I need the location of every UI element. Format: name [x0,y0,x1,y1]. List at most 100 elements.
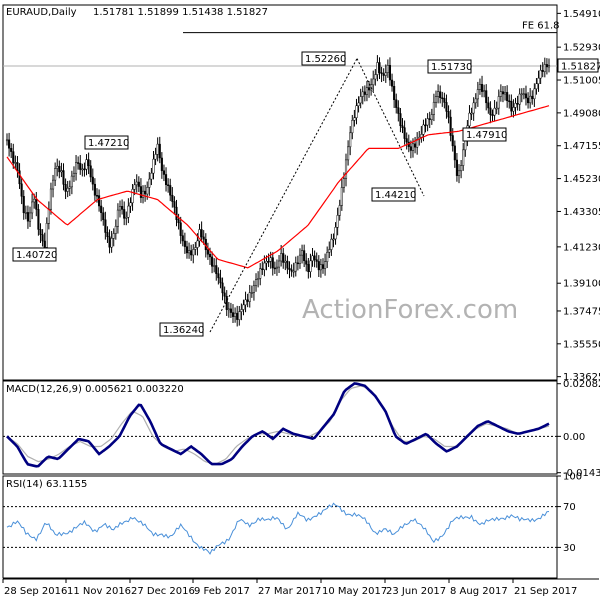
candle-body [254,279,258,287]
candle-body [439,91,442,98]
candle-body [340,187,343,206]
candle-body [391,79,394,87]
candle-body [70,175,73,188]
annotation-label: 1.40720 [16,250,57,261]
candle-body [447,111,450,118]
candle-body [382,73,385,76]
candle-body [87,159,90,167]
candle-body [428,118,431,120]
candle-body [160,157,163,171]
candle-body [179,222,182,236]
candle-body [282,253,285,263]
candle-body [286,260,289,269]
candle-body [489,107,492,115]
y-tick-label: 1.54910 [563,9,600,20]
candle-body [529,95,532,104]
candle-body [535,83,538,90]
candle-body [403,127,406,139]
annotation-box [371,187,416,202]
candle-body [146,187,149,195]
candle-body [156,143,159,155]
candle-body [493,107,496,116]
annotation-label: 1.47210 [88,138,129,149]
candle-body [267,261,270,263]
moving-average-line [6,105,550,269]
candle-body [367,87,371,91]
macd-tick-label: 0.00 [563,432,585,443]
rsi-y-ticks: 100 70 30 [557,472,582,554]
y-tick-label: 1.47155 [563,141,600,152]
candle-body [229,308,232,313]
dotted-trendline [356,58,425,197]
rsi-panel: 100 70 30 RSI(14) 63.1155 [3,472,582,555]
candle-body [14,162,17,164]
candle-body [259,268,262,279]
panel-frame [2,4,558,381]
annotation-label: 1.47910 [466,130,507,141]
candle-body [5,139,9,142]
rsi-title: RSI(14) 63.1155 [6,479,87,490]
candle-body [211,256,214,267]
candle-body [261,268,264,270]
macd-tick-label: -0.014386 [563,468,600,479]
candle-body [380,72,383,74]
dotted-trendline [209,58,358,333]
candle-body [77,162,80,164]
candle-body [426,118,429,126]
candle-body [311,255,314,262]
candle-body [152,158,155,174]
candle-body [437,91,440,97]
candle-body [116,209,119,227]
candle-body [131,189,134,204]
candlesticks [5,55,551,327]
candle-body [35,198,38,210]
candle-body [397,107,400,114]
candle-body [374,74,377,80]
candle-body [495,107,498,110]
candle-body [125,217,128,219]
candle-body [497,96,500,109]
candle-body [240,309,243,312]
candle-body [129,202,132,207]
candle-body [372,78,375,86]
price-y-ticks: 1.54910 1.52930 1.51005 1.49080 1.47155 1.452… [557,9,600,383]
candle-body [527,97,530,104]
candle-body [269,257,272,262]
candle-body [181,235,184,242]
candle-body [265,261,268,264]
candle-body [175,206,178,220]
candle-body [414,143,417,148]
candle-body [305,260,308,265]
candle-body [353,117,356,121]
candle-body [16,162,19,172]
candle-body [537,77,540,84]
dotted-trendlines [209,58,425,333]
x-tick-label: 9 Feb 2017 [194,586,250,597]
candle-body [499,91,502,97]
candle-body [91,176,94,185]
candle-body [31,201,34,214]
candle-body [171,194,174,202]
panel-frames [2,4,599,580]
candle-body [208,254,212,258]
candle-body [183,240,186,247]
candle-body [64,184,67,192]
candle-body [110,238,113,248]
candle-body [309,260,312,273]
candle-body [384,72,387,76]
candle-body [424,124,427,127]
candle-body [483,90,486,92]
candle-body [334,227,337,240]
candle-body [12,151,15,164]
chart-symbol: EURAUD,Daily [6,7,77,18]
x-axis-labels: 28 Sep 2016 11 Nov 2016 27 Dec 2016 9 Feb 2… [2,579,577,597]
rsi-tick-label: 30 [563,543,576,554]
candle-body [347,146,350,161]
candle-body [192,249,195,256]
candle-body [219,277,222,284]
candle-body [470,112,473,115]
annotation-box [12,247,57,262]
candle-body [95,195,99,197]
candle-body [271,257,274,269]
candle-body [395,99,398,108]
